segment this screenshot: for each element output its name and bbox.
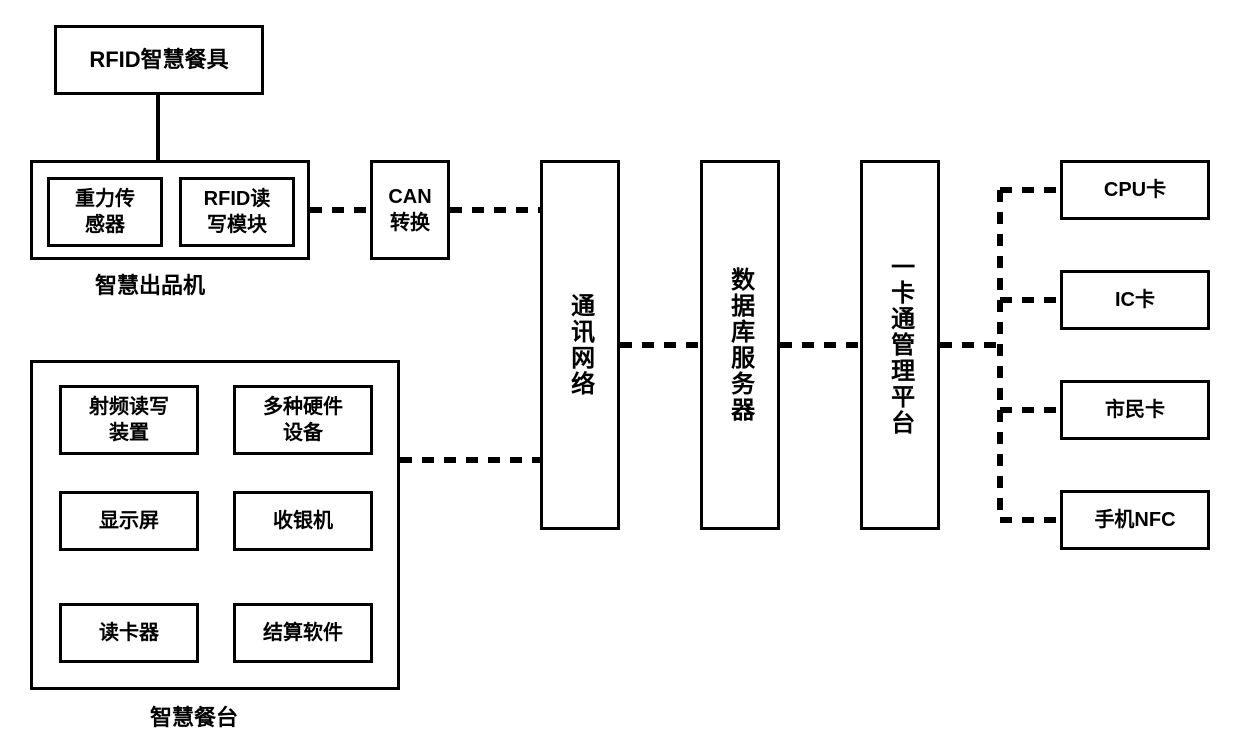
dispenser-caption: 智慧出品机 [95,268,205,300]
pos-label: 收银机 [273,508,333,534]
rfid-module-label: RFID读 写模块 [204,186,271,238]
card-platform-box: 一卡通管理平台 [860,160,940,530]
settlement-label: 结算软件 [263,620,343,646]
card-reader-label: 读卡器 [99,620,159,646]
gravity-sensor-box: 重力传 感器 [47,177,163,247]
counter-container: 射频读写 装置 多种硬件 设备 显示屏 收银机 读卡器 结算软件 [30,360,400,690]
can-converter-label: CAN 转换 [388,184,431,236]
display-label: 显示屏 [99,508,159,534]
rfid-tableware-box: RFID智慧餐具 [54,25,264,95]
db-server-label: 数据库服务器 [724,267,755,423]
nfc-card-label: 手机NFC [1094,507,1175,533]
rfid-module-box: RFID读 写模块 [179,177,295,247]
citizen-card-box: 市民卡 [1060,380,1210,440]
hardware-box: 多种硬件 设备 [233,385,373,455]
citizen-card-label: 市民卡 [1105,397,1165,423]
counter-caption: 智慧餐台 [150,700,238,732]
cpu-card-box: CPU卡 [1060,160,1210,220]
can-converter-box: CAN 转换 [370,160,450,260]
card-platform-label: 一卡通管理平台 [884,254,915,436]
gravity-sensor-label: 重力传 感器 [75,186,135,238]
rfid-tableware-label: RFID智慧餐具 [89,46,228,75]
network-label: 通讯网络 [564,293,595,397]
display-box: 显示屏 [59,491,199,551]
network-box: 通讯网络 [540,160,620,530]
settlement-box: 结算软件 [233,603,373,663]
card-reader-box: 读卡器 [59,603,199,663]
dispenser-container: 重力传 感器 RFID读 写模块 [30,160,310,260]
rf-device-label: 射频读写 装置 [89,394,169,446]
ic-card-label: IC卡 [1115,287,1155,313]
hardware-label: 多种硬件 设备 [263,394,343,446]
nfc-card-box: 手机NFC [1060,490,1210,550]
cpu-card-label: CPU卡 [1104,177,1166,203]
pos-box: 收银机 [233,491,373,551]
ic-card-box: IC卡 [1060,270,1210,330]
rf-device-box: 射频读写 装置 [59,385,199,455]
db-server-box: 数据库服务器 [700,160,780,530]
